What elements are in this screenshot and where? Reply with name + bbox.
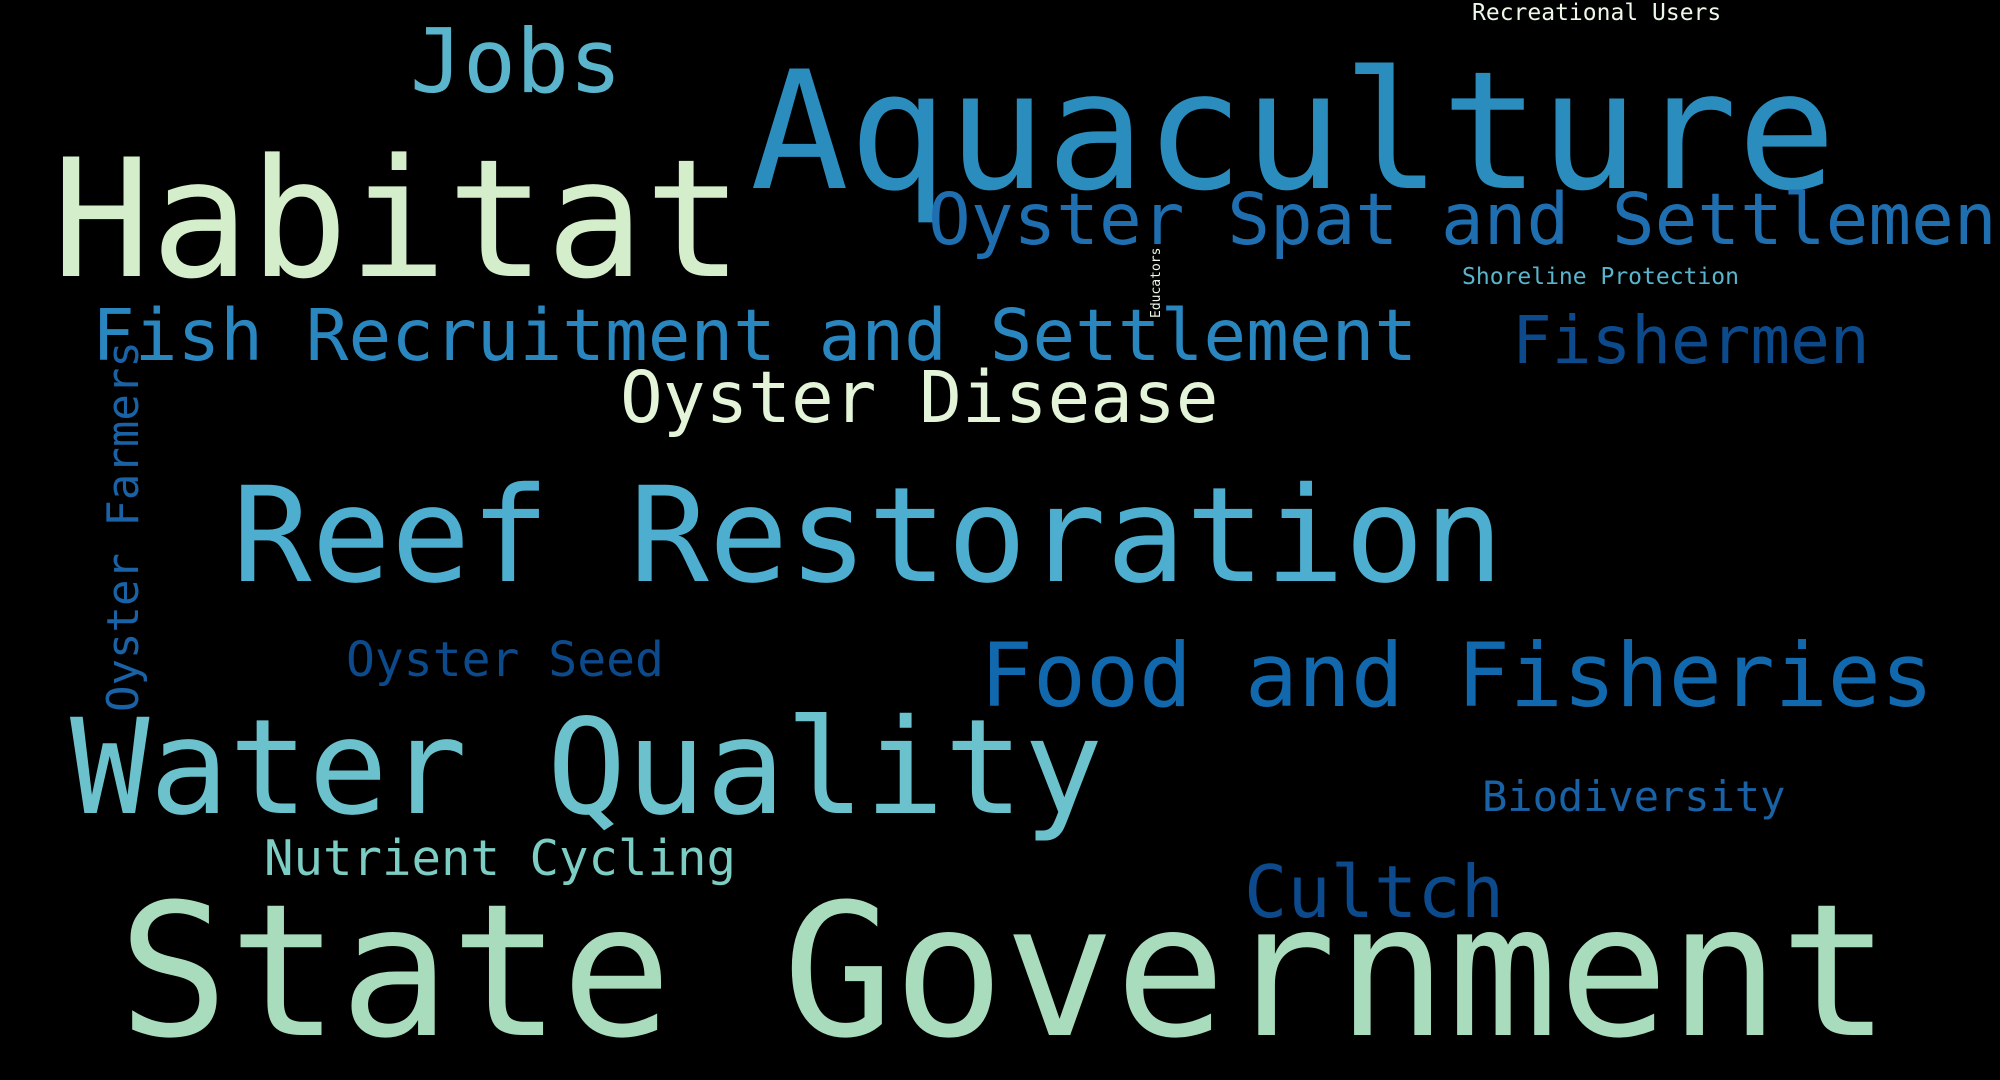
word-aquaculture: Aquaculture [750, 36, 1837, 227]
word-fishermen: Fishermen [1512, 302, 1870, 379]
word-state-government: State Government [118, 865, 1891, 1079]
word-oyster-spat-and-settlement: Oyster Spat and Settlement [928, 178, 2000, 261]
word-jobs: Jobs [410, 10, 622, 113]
word-oyster-seed: Oyster Seed [346, 632, 664, 688]
word-water-quality: Water Quality [70, 691, 1104, 845]
word-biodiversity: Biodiversity [1482, 772, 1786, 821]
word-recreational-users: Recreational Users [1472, 0, 1722, 26]
word-reef-restoration: Reef Restoration [232, 459, 1504, 613]
word-oyster-farmers: Oyster Farmers [98, 341, 149, 712]
word-habitat: Habitat [52, 124, 744, 315]
word-cultch: Cultch [1244, 850, 1505, 934]
word-shoreline-protection: Shoreline Protection [1462, 264, 1739, 290]
word-food-and-fisheries: Food and Fisheries [980, 624, 1934, 727]
word-nutrient-cycling: Nutrient Cycling [264, 830, 737, 887]
word-fish-recruitment-and-settlement: Fish Recruitment and Settlement [92, 294, 1418, 377]
word-oyster-disease: Oyster Disease [620, 356, 1219, 439]
